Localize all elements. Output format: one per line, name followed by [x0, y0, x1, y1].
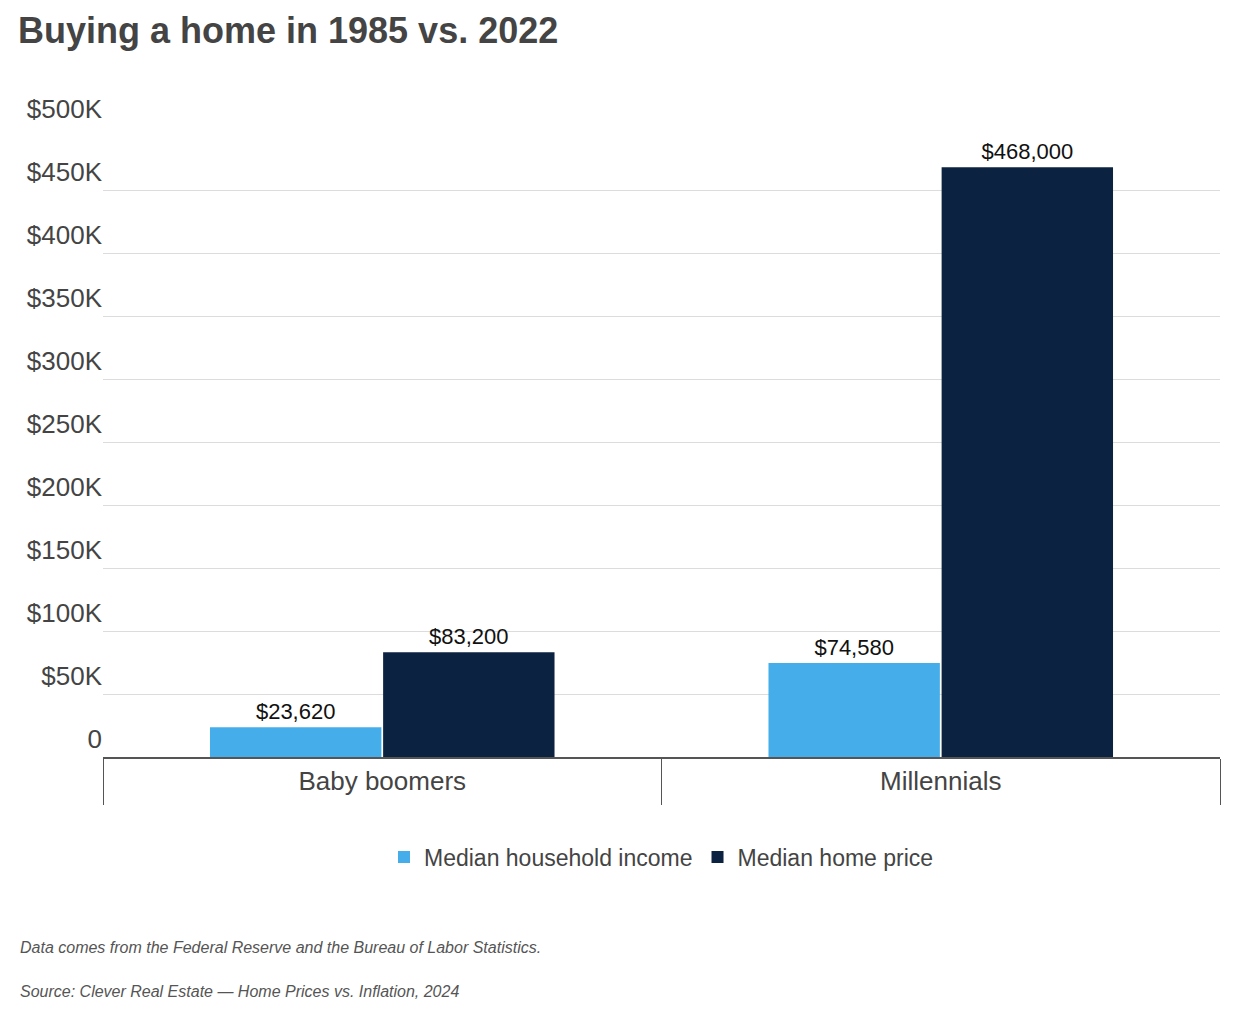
svg-text:$500K: $500K [27, 94, 103, 124]
svg-text:Data comes from the Federal Re: Data comes from the Federal Reserve and … [20, 939, 541, 956]
svg-text:$50K: $50K [41, 661, 102, 691]
svg-text:$350K: $350K [27, 283, 103, 313]
svg-text:$23,620: $23,620 [256, 699, 336, 724]
svg-text:Millennials: Millennials [880, 766, 1001, 796]
svg-text:$468,000: $468,000 [981, 139, 1073, 164]
svg-text:$83,200: $83,200 [429, 624, 509, 649]
svg-text:Baby boomers: Baby boomers [298, 766, 466, 796]
svg-text:0: 0 [88, 724, 102, 754]
svg-text:$250K: $250K [27, 409, 103, 439]
svg-text:$100K: $100K [27, 598, 103, 628]
svg-text:$300K: $300K [27, 346, 103, 376]
svg-text:Median household income: Median household income [424, 845, 693, 871]
svg-text:$74,580: $74,580 [814, 635, 894, 660]
svg-text:$200K: $200K [27, 472, 103, 502]
svg-text:Buying a home in 1985 vs. 2022: Buying a home in 1985 vs. 2022 [18, 10, 558, 51]
svg-text:$450K: $450K [27, 157, 103, 187]
svg-text:Median home price: Median home price [738, 845, 934, 871]
svg-text:$400K: $400K [27, 220, 103, 250]
svg-text:$150K: $150K [27, 535, 103, 565]
svg-text:Source: Clever Real Estate — H: Source: Clever Real Estate — Home Prices… [20, 983, 459, 1000]
